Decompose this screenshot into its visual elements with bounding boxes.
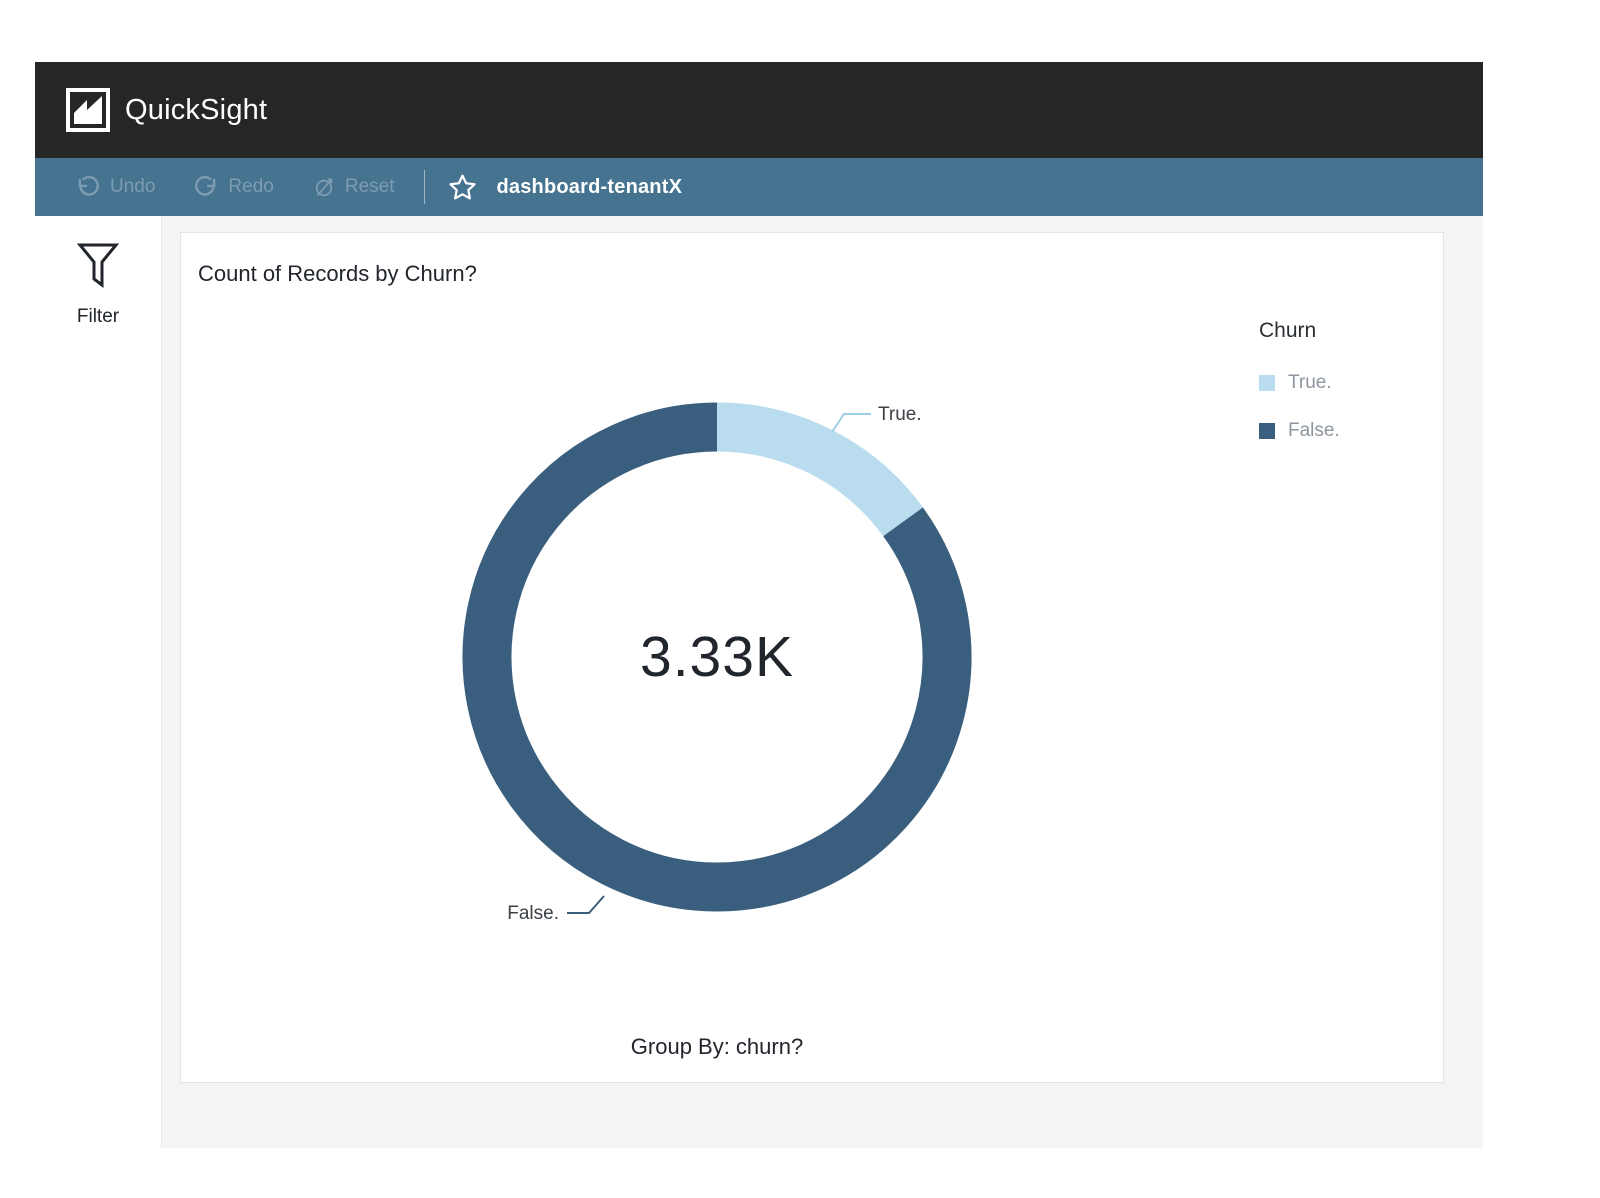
donut-chart: True. False. 3.33K	[462, 402, 972, 924]
legend-label-true: True.	[1288, 372, 1332, 393]
callout-true-line	[831, 413, 871, 433]
dashboard-title: dashboard-tenantX	[496, 175, 683, 198]
redo-button[interactable]: Redo	[193, 174, 274, 200]
sidebar: Filter	[35, 216, 161, 1148]
filter-funnel-icon	[76, 243, 119, 288]
app-window: QuickSight Undo Redo Reset	[35, 62, 1483, 1148]
favorite-star-button[interactable]	[447, 172, 478, 203]
reset-label: Reset	[344, 176, 395, 197]
app-name: QuickSight	[125, 93, 268, 126]
donut-slices	[462, 402, 972, 912]
app-header: QuickSight	[35, 62, 1483, 158]
app-body: Filter Count of Records by Churn? True. …	[35, 216, 1483, 1148]
visual-card: Count of Records by Churn? True. False. …	[180, 232, 1444, 1083]
redo-label: Redo	[228, 176, 274, 197]
quicksight-logo-icon	[66, 88, 110, 132]
dashboard-canvas: Count of Records by Churn? True. False. …	[161, 216, 1483, 1148]
callout-false-label: False.	[507, 903, 559, 924]
donut-slice-false[interactable]	[462, 402, 972, 912]
chart-legend: Churn True. False.	[1259, 317, 1340, 441]
callout-true-label: True.	[878, 404, 922, 425]
filter-label: Filter	[76, 306, 120, 327]
star-icon	[449, 174, 477, 199]
reset-button[interactable]: Reset	[312, 175, 395, 199]
callout-false-line	[567, 895, 605, 914]
undo-button[interactable]: Undo	[75, 174, 155, 200]
donut-center-value: 3.33K	[640, 625, 794, 689]
toolbar-divider	[424, 170, 426, 204]
legend-label-false: False.	[1288, 420, 1340, 441]
redo-icon	[195, 175, 216, 196]
undo-label: Undo	[110, 176, 156, 197]
toolbar: Undo Redo Reset dashboard-tenantX	[35, 158, 1483, 216]
legend-swatch-true	[1259, 375, 1275, 391]
quicksight-logo[interactable]: QuickSight	[65, 87, 267, 133]
reset-icon	[315, 178, 333, 197]
visual-title: Count of Records by Churn?	[198, 261, 477, 286]
legend-item-false[interactable]: False.	[1259, 420, 1340, 441]
donut-slice-true[interactable]	[716, 402, 923, 537]
filter-button[interactable]: Filter	[77, 242, 119, 338]
undo-icon	[78, 175, 99, 196]
legend-item-true[interactable]: True.	[1259, 372, 1340, 393]
group-by-label: Group By: churn?	[630, 1034, 804, 1059]
legend-title: Churn	[1259, 319, 1317, 342]
legend-swatch-false	[1259, 423, 1275, 439]
